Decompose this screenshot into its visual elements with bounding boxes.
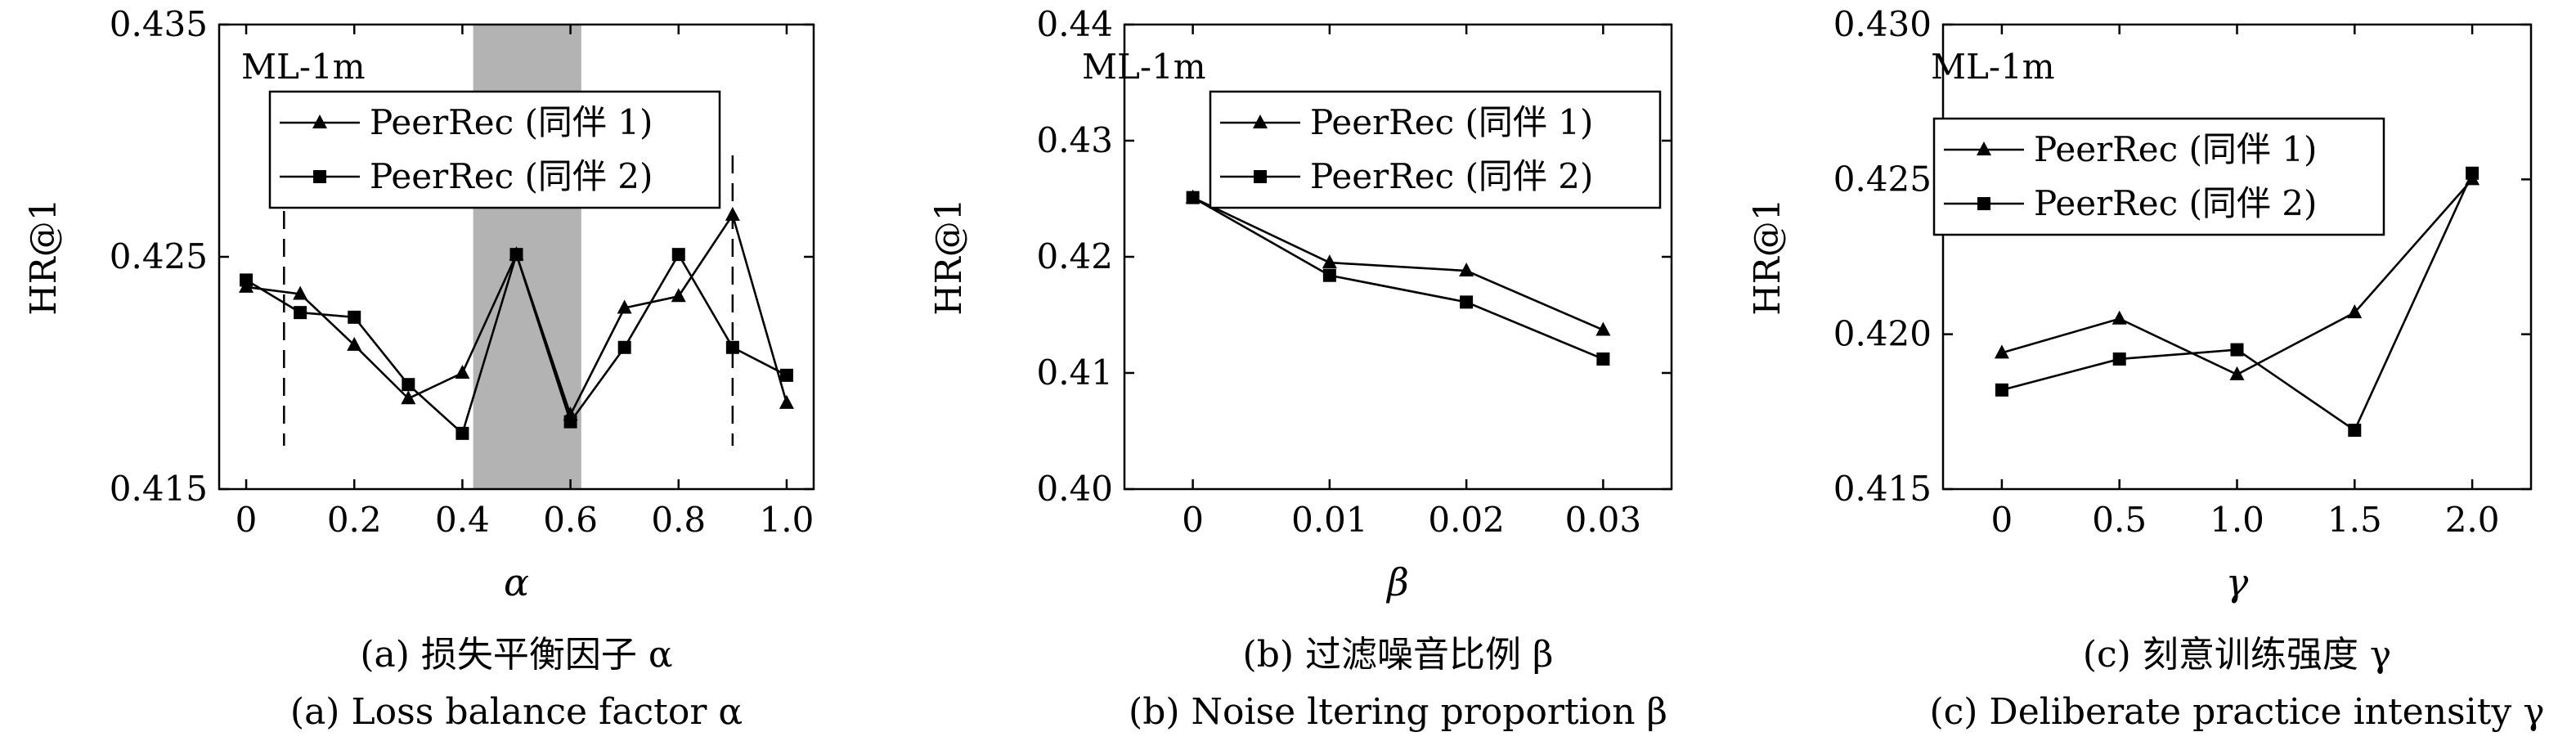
data-point-square	[1186, 191, 1200, 204]
data-point-square	[294, 306, 307, 320]
legend-label-1: PeerRec (同伴 1)	[1310, 102, 1593, 142]
data-point-square	[2230, 343, 2244, 357]
panel-c: 0 0.5 1.0 1.5 2.0 0.415 0.420 0.425 0.430 γ HR@1 ML…	[1747, 4, 2545, 733]
data-point-triangle	[347, 336, 362, 351]
x-axis-title: β	[1385, 560, 1409, 604]
legend-marker-triangle	[1977, 141, 1991, 155]
legend-marker-square	[1254, 170, 1267, 183]
data-point-square	[725, 340, 739, 354]
series-line-2	[1192, 196, 1604, 361]
data-point-square	[1596, 352, 1610, 366]
y-tick-label: 0.415	[1833, 469, 1932, 509]
y-axis-title: HR@1	[1747, 198, 1788, 316]
data-point-triangle	[779, 394, 794, 409]
data-point-square	[509, 248, 523, 262]
panel-tag: ML-1m	[1931, 47, 2055, 87]
x-tick-label: 0.4	[435, 500, 490, 540]
legend-label-2: PeerRec (同伴 2)	[370, 156, 653, 196]
data-point-triangle	[2229, 366, 2245, 380]
data-point-triangle	[617, 299, 632, 314]
x-tick-label: 0	[236, 500, 258, 540]
data-point-square	[1995, 383, 2008, 397]
data-point-square	[563, 415, 577, 429]
legend-label-1: PeerRec (同伴 1)	[2034, 129, 2317, 169]
legend-box	[268, 90, 721, 209]
data-point-square	[2348, 424, 2362, 438]
data-point-triangle	[1994, 344, 2009, 359]
x-tick-label: 0.8	[651, 500, 706, 540]
y-tick-label: 0.425	[1833, 159, 1932, 199]
y-tick-label: 0.40	[1036, 469, 1113, 509]
y-axis-title: HR@1	[23, 198, 65, 316]
y-axis-title: HR@1	[928, 198, 970, 316]
y-tick-label: 0.435	[110, 4, 208, 44]
panel-tag: ML-1m	[1082, 47, 1206, 87]
x-tick-label: 0.02	[1428, 500, 1505, 540]
x-tick-label: 0	[1182, 500, 1204, 540]
caption-chinese: (c) 刻意训练强度 γ	[2083, 634, 2391, 676]
data-point-triangle	[2112, 310, 2127, 325]
data-point-triangle	[671, 288, 686, 303]
y-tick-label: 0.430	[1833, 4, 1932, 44]
data-point-triangle	[293, 285, 308, 300]
y-tick-label: 0.425	[110, 236, 208, 276]
legend-marker-square	[313, 170, 326, 183]
y-tick-label: 0.42	[1036, 236, 1113, 276]
legend-label-2: PeerRec (同伴 2)	[1310, 156, 1593, 196]
x-axis-title: α	[504, 560, 529, 604]
caption-chinese: (a) 损失平衡因子 α	[360, 634, 672, 676]
y-tick-label: 0.44	[1036, 4, 1113, 44]
panel-tag: ML-1m	[241, 47, 366, 87]
caption-english: (c) Deliberate practice intensity γ	[1929, 691, 2544, 733]
data-point-square	[671, 248, 685, 262]
x-tick-label: 0.5	[2092, 500, 2147, 540]
caption-chinese: (b) 过滤噪音比例 β	[1243, 634, 1554, 676]
data-point-square	[1322, 268, 1336, 282]
x-tick-label: 2.0	[2445, 500, 2500, 540]
series-line-1	[1192, 196, 1604, 331]
plot-frame	[1941, 23, 2533, 491]
legend-label-1: PeerRec (同伴 1)	[370, 102, 653, 142]
data-point-square	[348, 310, 361, 324]
data-point-square	[617, 340, 631, 354]
y-tick-label: 0.41	[1036, 353, 1113, 393]
x-tick-label: 0.03	[1565, 500, 1642, 540]
x-tick-label: 0.6	[543, 500, 598, 540]
data-point-square	[402, 378, 415, 392]
legend-box	[1209, 90, 1662, 209]
legend-marker-square	[1977, 197, 1990, 210]
data-point-triangle	[1322, 254, 1337, 269]
panel-b: 0 0.01 0.02 0.03 0.40 0.41 0.42 0.43 0.44 β HR@1 ML…	[928, 4, 1673, 733]
legend-label-2: PeerRec (同伴 2)	[2034, 183, 2317, 223]
x-tick-label: 0.2	[327, 500, 382, 540]
legend-marker-triangle	[1253, 115, 1268, 128]
data-point-square	[2112, 352, 2126, 366]
x-tick-label: 0.01	[1291, 500, 1368, 540]
caption-english: (a) Loss balance factor α	[290, 691, 743, 733]
x-tick-label: 1.0	[760, 500, 815, 540]
data-point-square	[456, 426, 469, 440]
data-point-triangle	[1595, 321, 1611, 336]
legend-marker-triangle	[312, 115, 327, 128]
legend-box	[1932, 117, 2385, 236]
data-point-square	[2466, 166, 2480, 180]
data-point-triangle	[2347, 304, 2363, 319]
data-point-square	[240, 273, 254, 287]
data-point-triangle	[725, 206, 740, 221]
data-point-square	[1460, 295, 1474, 309]
data-point-triangle	[455, 365, 470, 379]
caption-english: (b) Noise ltering proportion β	[1129, 691, 1667, 733]
y-tick-label: 0.420	[1833, 314, 1932, 354]
panel-a: 0 0.2 0.4 0.6 0.8 1.0 0.415 0.425 0.435 α HR@1 ML-1…	[23, 4, 815, 733]
x-tick-label: 1.5	[2327, 500, 2382, 540]
x-axis-title: γ	[2226, 560, 2249, 604]
y-tick-label: 0.415	[110, 469, 208, 509]
y-tick-label: 0.43	[1036, 120, 1113, 160]
data-point-triangle	[401, 390, 416, 405]
data-point-triangle	[1459, 263, 1474, 277]
x-tick-label: 1.0	[2210, 500, 2264, 540]
data-point-square	[779, 368, 793, 382]
x-tick-label: 0	[1991, 500, 2013, 540]
